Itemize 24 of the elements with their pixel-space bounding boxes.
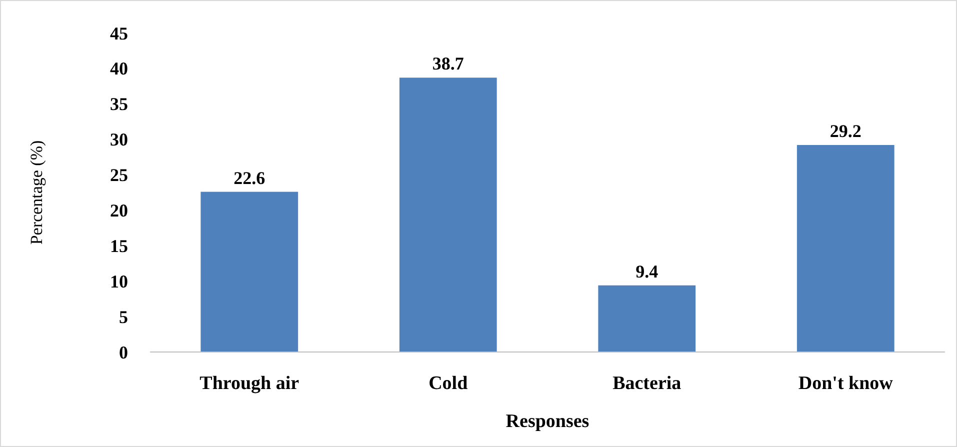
y-tick-label: 0 [119,342,128,362]
data-label: 22.6 [234,168,266,188]
y-tick-label: 10 [110,271,128,292]
bar [200,192,298,352]
y-tick-label: 5 [119,306,128,327]
y-tick-label: 45 [110,23,128,44]
data-label: 29.2 [830,121,862,142]
y-tick-label: 40 [110,58,128,79]
x-tick-label: Don't know [798,373,894,394]
bar [796,145,894,352]
bar [598,285,696,352]
data-label: 9.4 [636,261,658,282]
x-tick-label: Through air [200,373,300,394]
data-label: 38.7 [432,54,464,74]
y-tick-label: 25 [110,165,128,186]
y-tick-label: 30 [110,130,128,150]
x-tick-label: Cold [428,373,468,394]
y-axis-title: Percentage (%) [27,140,46,245]
y-tick-label: 20 [110,200,128,221]
bar [399,78,497,352]
x-tick-label: Bacteria [612,373,682,394]
y-tick-label: 15 [110,236,128,256]
x-axis-title: Responses [506,411,590,432]
y-tick-label: 35 [110,94,128,114]
